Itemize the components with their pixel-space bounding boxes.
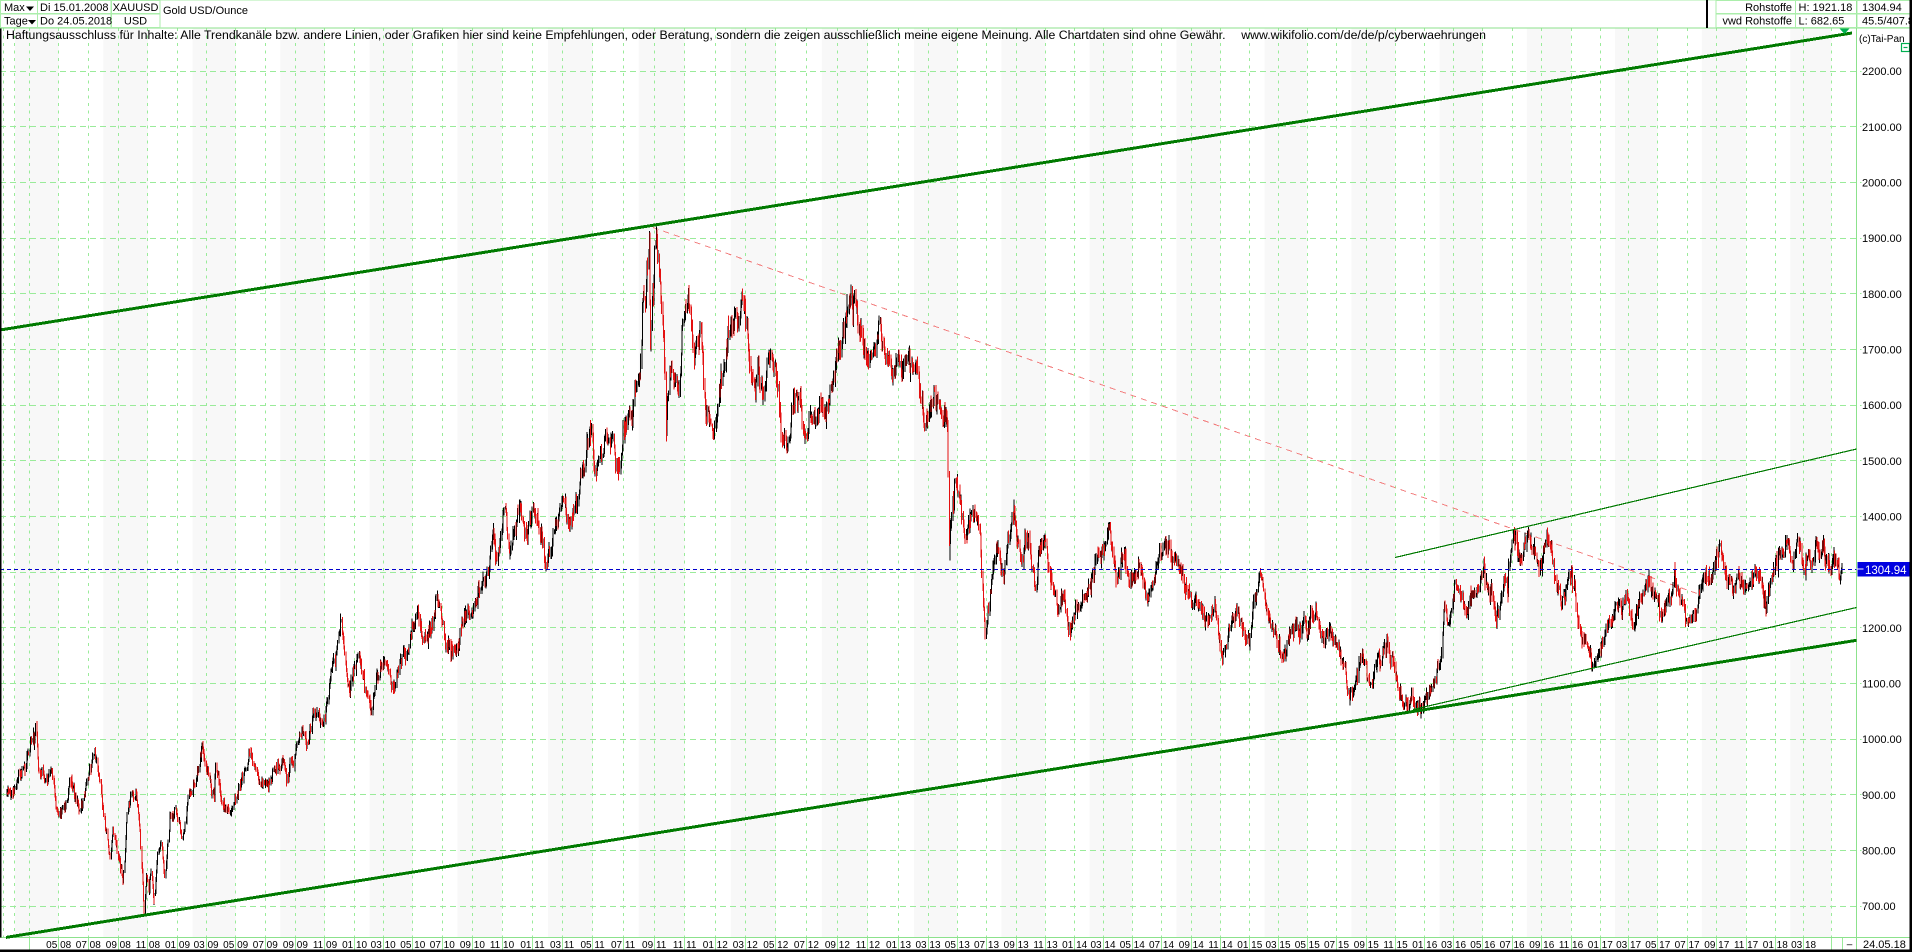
- svg-text:03 13: 03 13: [915, 940, 940, 951]
- svg-text:USD: USD: [124, 16, 147, 28]
- svg-text:2000.00: 2000.00: [1862, 178, 1902, 190]
- svg-text:45.5/407.8: 45.5/407.8: [1862, 16, 1912, 28]
- svg-text:24.05.18: 24.05.18: [1863, 939, 1906, 951]
- svg-text:11 09: 11 09: [313, 940, 338, 951]
- svg-text:H: 1921.18: H: 1921.18: [1799, 2, 1853, 14]
- svg-text:03 16: 03 16: [1441, 940, 1466, 951]
- svg-text:01 15: 01 15: [1237, 940, 1262, 951]
- svg-text:01 10: 01 10: [342, 940, 367, 951]
- svg-text:07 16: 07 16: [1500, 940, 1525, 951]
- svg-text:11 13: 11 13: [1033, 940, 1058, 951]
- svg-text:01 13: 01 13: [886, 940, 911, 951]
- svg-text:01 09: 01 09: [165, 940, 190, 951]
- svg-text:05 13: 05 13: [945, 940, 970, 951]
- svg-text:09 14: 09 14: [1179, 940, 1204, 951]
- svg-text:11 11: 11 11: [673, 940, 697, 951]
- svg-text:Rohstoffe: Rohstoffe: [1745, 2, 1792, 14]
- svg-text:07 14: 07 14: [1149, 940, 1174, 951]
- svg-text:05 12: 05 12: [763, 940, 788, 951]
- svg-text:1100.00: 1100.00: [1862, 679, 1901, 691]
- svg-text:2100.00: 2100.00: [1862, 122, 1902, 134]
- svg-text:09 13: 09 13: [1004, 940, 1029, 951]
- svg-text:1700.00: 1700.00: [1862, 345, 1902, 357]
- svg-text:11 17: 11 17: [1734, 940, 1759, 951]
- svg-text:11 14: 11 14: [1208, 940, 1233, 951]
- svg-text:Max: Max: [4, 2, 25, 14]
- svg-text:01 14: 01 14: [1062, 940, 1087, 951]
- svg-text:05 11: 05 11: [580, 940, 605, 951]
- svg-text:1900.00: 1900.00: [1862, 233, 1902, 245]
- svg-text:11 08: 11 08: [136, 940, 161, 951]
- svg-text:05 16: 05 16: [1470, 940, 1495, 951]
- svg-text:09 11: 09 11: [642, 940, 667, 951]
- svg-text:05 09: 05 09: [223, 940, 248, 951]
- svg-text:11 16: 11 16: [1559, 940, 1584, 951]
- svg-text:1000.00: 1000.00: [1862, 734, 1902, 746]
- svg-text:03 18: 03 18: [1791, 940, 1816, 951]
- svg-text:07 13: 07 13: [974, 940, 999, 951]
- svg-text:–: –: [1847, 940, 1853, 951]
- svg-text:vwd Rohstoffe: vwd Rohstoffe: [1722, 16, 1792, 28]
- svg-text:05 15: 05 15: [1295, 940, 1320, 951]
- svg-text:01 16: 01 16: [1412, 940, 1437, 951]
- svg-text:1800.00: 1800.00: [1862, 289, 1902, 301]
- svg-text:1600.00: 1600.00: [1862, 400, 1902, 412]
- svg-text:1400.00: 1400.00: [1862, 512, 1902, 524]
- svg-text:03 11: 03 11: [550, 940, 575, 951]
- svg-text:03 12: 03 12: [733, 940, 758, 951]
- svg-text:Tage: Tage: [4, 16, 28, 28]
- svg-text:01 12: 01 12: [703, 940, 728, 951]
- svg-text:2200.00: 2200.00: [1862, 66, 1902, 78]
- svg-text:07 10: 07 10: [430, 940, 455, 951]
- svg-text:Di 15.01.2008: Di 15.01.2008: [40, 2, 109, 14]
- svg-text:(c)Tai-Pan: (c)Tai-Pan: [1859, 34, 1905, 45]
- svg-text:1304.94: 1304.94: [1865, 565, 1907, 577]
- svg-text:07 08: 07 08: [76, 940, 101, 951]
- svg-text:Do 24.05.2018: Do 24.05.2018: [40, 16, 112, 28]
- svg-text:L: 682.65: L: 682.65: [1799, 16, 1845, 28]
- svg-text:Gold USD/Ounce: Gold USD/Ounce: [163, 5, 248, 17]
- svg-text:700.00: 700.00: [1862, 901, 1896, 913]
- svg-text:07 11: 07 11: [611, 940, 636, 951]
- svg-text:05 08: 05 08: [46, 940, 71, 951]
- svg-text:900.00: 900.00: [1862, 790, 1896, 802]
- svg-text:03 15: 03 15: [1265, 940, 1290, 951]
- svg-text:1200.00: 1200.00: [1862, 623, 1902, 635]
- svg-text:XAUUSD: XAUUSD: [113, 2, 159, 14]
- svg-text:11 10: 11 10: [490, 940, 515, 951]
- svg-text:07 12: 07 12: [794, 940, 819, 951]
- svg-text:09 08: 09 08: [106, 940, 131, 951]
- svg-text:03 17: 03 17: [1616, 940, 1641, 951]
- svg-text:07 09: 07 09: [253, 940, 278, 951]
- svg-text:05 14: 05 14: [1120, 940, 1145, 951]
- svg-text:01 18: 01 18: [1763, 940, 1788, 951]
- svg-text:01 17: 01 17: [1588, 940, 1613, 951]
- svg-text:03 14: 03 14: [1090, 940, 1115, 951]
- svg-text:09 17: 09 17: [1704, 940, 1729, 951]
- svg-text:05 10: 05 10: [400, 940, 425, 951]
- svg-text:1500.00: 1500.00: [1862, 456, 1902, 468]
- svg-text:07 15: 07 15: [1324, 940, 1349, 951]
- svg-text:1304.94: 1304.94: [1862, 2, 1902, 14]
- svg-text:01 11: 01 11: [520, 940, 545, 951]
- svg-text:09 09: 09 09: [283, 940, 308, 951]
- svg-text:07 17: 07 17: [1675, 940, 1700, 951]
- svg-text:11 15: 11 15: [1383, 940, 1408, 951]
- svg-text:09 15: 09 15: [1354, 940, 1379, 951]
- svg-text:05 17: 05 17: [1645, 940, 1670, 951]
- svg-text:09 16: 09 16: [1529, 940, 1554, 951]
- svg-text:Haftungsausschluss für Inhalte: Haftungsausschluss für Inhalte: Alle Tre…: [6, 28, 1486, 42]
- svg-text:11 12: 11 12: [856, 940, 881, 951]
- svg-text:03 10: 03 10: [371, 940, 396, 951]
- svg-text:09 10: 09 10: [460, 940, 485, 951]
- svg-text:03 09: 03 09: [194, 940, 219, 951]
- svg-text:800.00: 800.00: [1862, 846, 1896, 858]
- svg-text:09 12: 09 12: [825, 940, 850, 951]
